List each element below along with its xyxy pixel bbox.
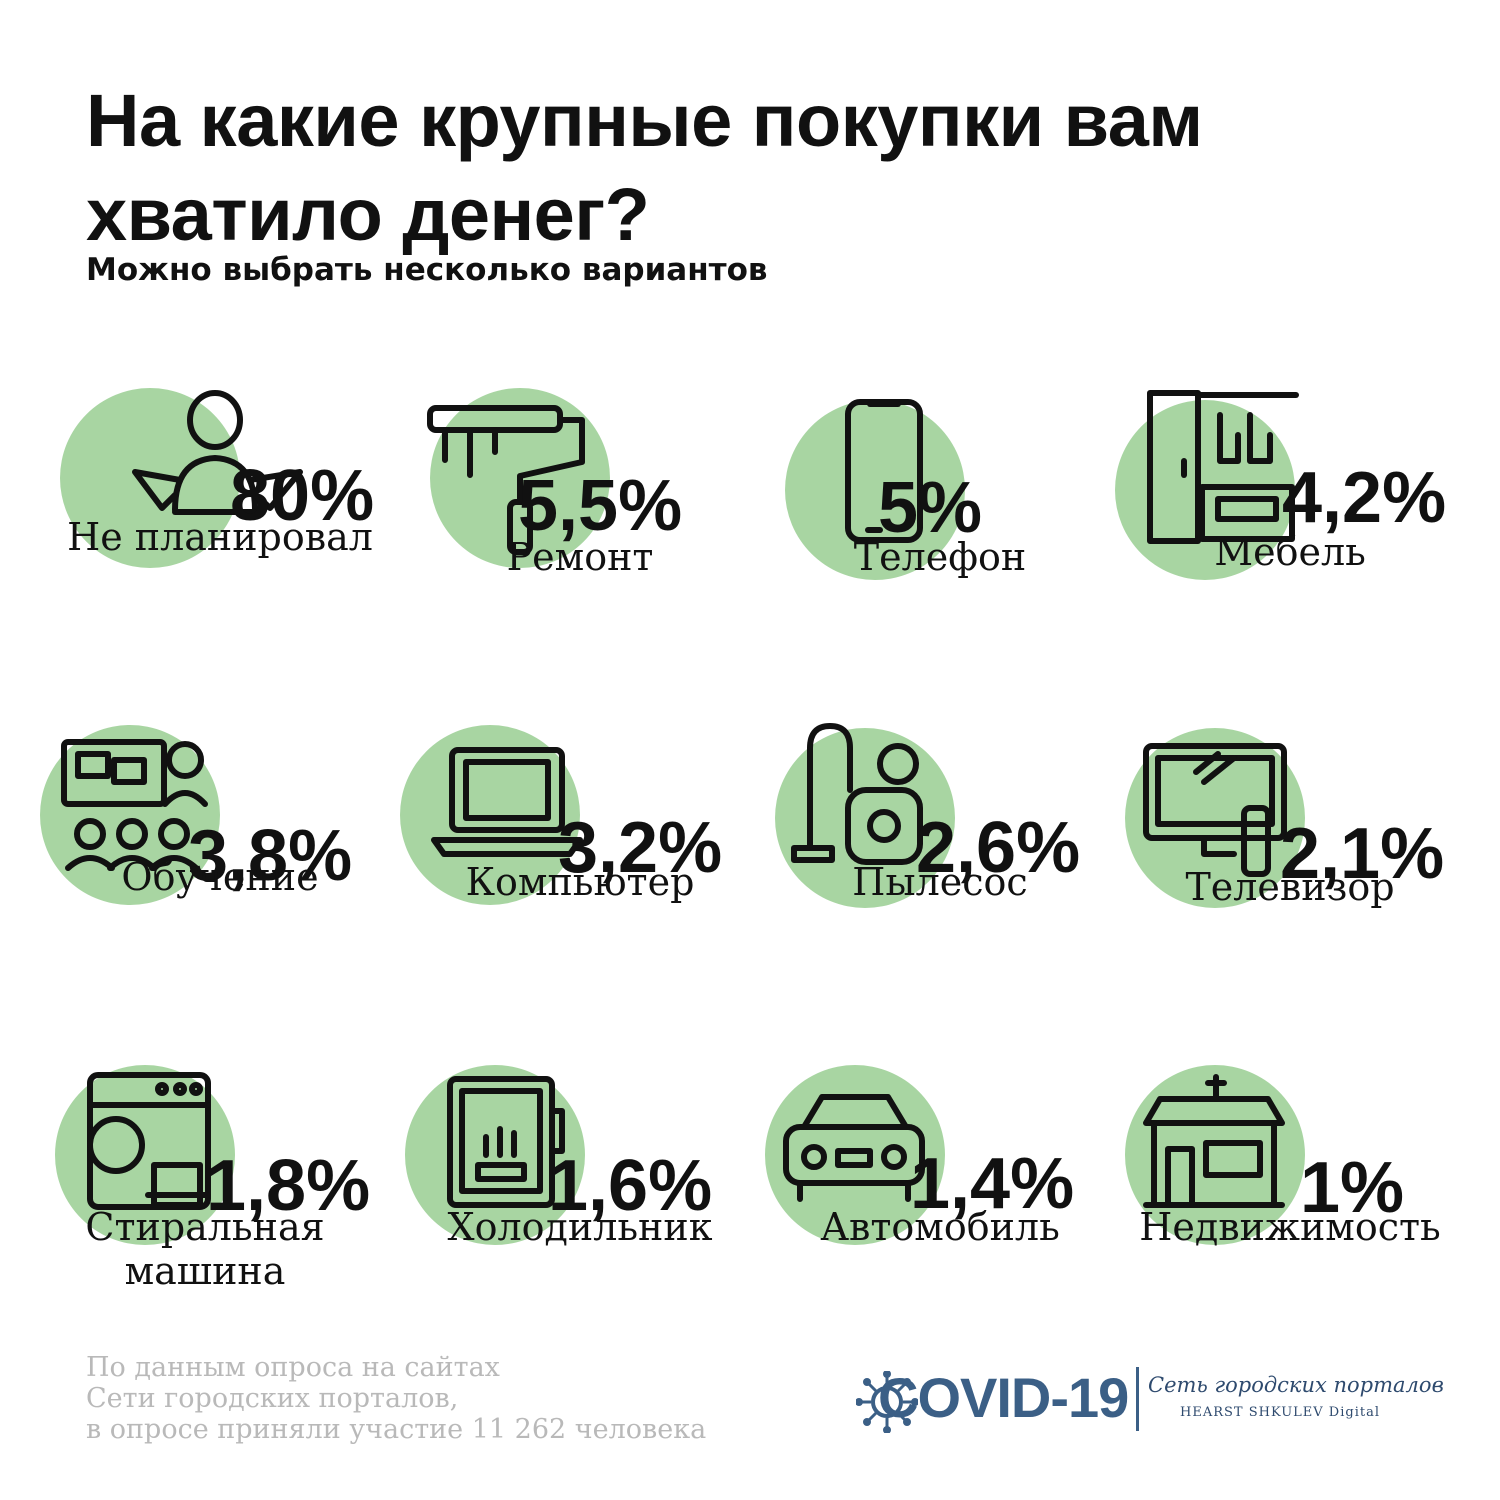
car-icon [783,1094,925,1202]
category-label: Не планировал [67,515,373,559]
value-label: 1% [1300,1148,1405,1228]
page-subtitle: Можно выбрать несколько вариантов [86,252,768,288]
value-label: 3,2% [558,808,723,888]
green-blob [60,388,240,568]
category-label: Мебель [1214,530,1366,574]
source-line: Сети городских порталов, [86,1383,459,1414]
value-label: 1,6% [548,1146,713,1226]
pictogram-item: 2,1% Телевизор [1110,700,1470,1030]
smartphone-icon [845,399,923,543]
tv-icon [1143,743,1287,877]
category-label: Телефон [853,535,1027,579]
pictogram-item: 1,6% Холодильник [400,1040,760,1370]
pictogram-item: 4,2% Мебель [1110,360,1470,690]
green-blob [785,400,965,580]
green-blob [40,725,220,905]
fridge-icon [447,1076,565,1208]
source-note: По данным опроса на сайтах Сети городски… [86,1352,786,1445]
category-label: Стиральная машина [85,1205,325,1293]
virus-icon [856,1371,918,1433]
online-class-icon [61,739,208,871]
green-blob [775,728,955,908]
category-label: Телевизор [1185,865,1395,909]
value-label: 80% [230,456,375,536]
category-label: Холодильник [447,1205,713,1249]
value-label: 2,1% [1280,814,1445,894]
pictogram-item: 3,2% Компьютер [400,700,760,1030]
value-label: 1,4% [910,1144,1075,1224]
value-label: 5% [878,468,983,548]
pictogram-item: 1,8% Стиральная машина [40,1040,400,1370]
vacuum-cleaner-icon [791,723,923,865]
category-label: Пылесос [852,860,1028,904]
pictogram-item: 3,8% Обучение [40,700,400,1030]
pictogram-item: 1% Недвижимость [1110,1040,1470,1370]
wardrobe-icon [1147,390,1299,544]
value-label: 3,8% [188,816,353,896]
brand-subname: HEARST SHKULEV Digital [1180,1405,1380,1420]
value-label: 5,5% [518,466,683,546]
laptop-icon [431,747,583,857]
house-icon [1143,1074,1285,1208]
category-label: Обучение [121,855,319,899]
source-line: в опросе приняли участие 11 262 человека [86,1414,707,1445]
pictogram-item: 1,4% Автомобиль [760,1040,1120,1370]
value-label: 2,6% [916,808,1081,888]
shrugging-person-icon [132,390,303,515]
category-label: Автомобиль [820,1205,1060,1249]
category-label: Недвижимость [1139,1205,1441,1249]
pictogram-item: 2,6% Пылесос [760,700,1120,1030]
pictogram-item: 5,5% Ремонт [400,360,760,690]
covid-logo-text: COVID-19 [878,1366,1129,1429]
brand-name: Сеть городских порталов [1148,1373,1444,1397]
source-line: По данным опроса на сайтах [86,1352,500,1383]
value-label: 1,8% [206,1146,371,1226]
paint-roller-icon [427,405,585,555]
washing-machine-icon [87,1072,211,1210]
page-title: На какие крупные покупки вам хватило ден… [86,79,1203,256]
logo-divider [1136,1367,1139,1431]
category-label: Ремонт [506,535,654,579]
category-label: Компьютер [465,860,695,904]
covid-logo: COVID-19 Сеть городских порталов HEARST … [850,1355,1444,1445]
pictogram-item: 80% Не планировал [40,360,400,690]
pictogram-item: 5% Телефон [760,360,1120,690]
value-label: 4,2% [1282,458,1447,538]
